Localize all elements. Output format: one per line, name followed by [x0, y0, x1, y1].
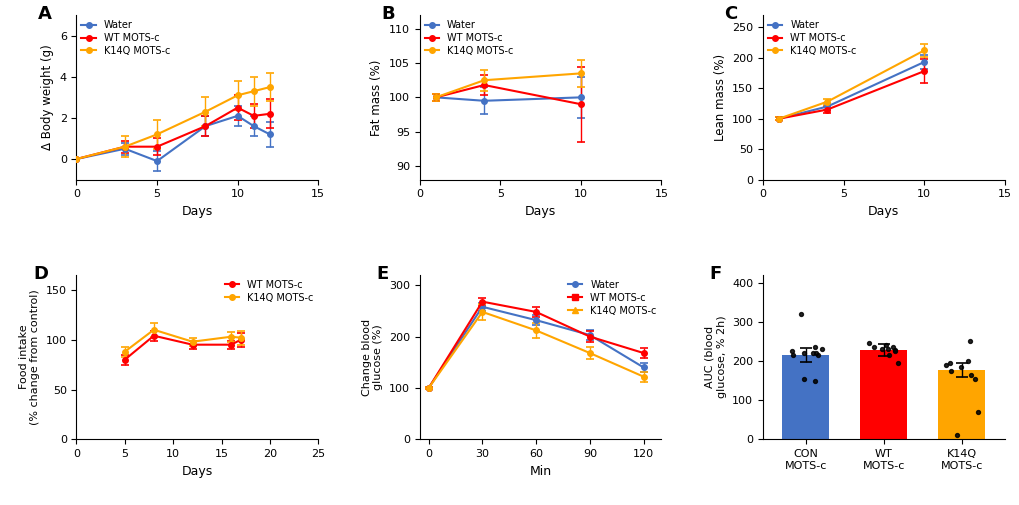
Bar: [860, 350, 906, 439]
Legend: Water, WT MOTS-c, K14Q MOTS-c: Water, WT MOTS-c, K14Q MOTS-c: [82, 20, 170, 56]
Y-axis label: Food intake
(% change from control): Food intake (% change from control): [18, 289, 40, 425]
Point: [873, 345, 890, 353]
Point: [783, 347, 799, 356]
Point: [969, 408, 985, 416]
Point: [793, 310, 809, 318]
Text: B: B: [381, 5, 394, 23]
X-axis label: Days: Days: [181, 205, 213, 218]
Legend: Water, WT MOTS-c, K14Q MOTS-c: Water, WT MOTS-c, K14Q MOTS-c: [568, 280, 656, 316]
X-axis label: Days: Days: [867, 205, 899, 218]
Point: [883, 343, 900, 351]
Legend: Water, WT MOTS-c, K14Q MOTS-c: Water, WT MOTS-c, K14Q MOTS-c: [424, 20, 513, 56]
Bar: [937, 370, 984, 439]
Y-axis label: Δ Body weight (g): Δ Body weight (g): [41, 44, 54, 150]
Text: F: F: [709, 265, 721, 283]
Legend: Water, WT MOTS-c, K14Q MOTS-c: Water, WT MOTS-c, K14Q MOTS-c: [767, 20, 856, 56]
Point: [879, 351, 896, 359]
Y-axis label: Lean mass (%): Lean mass (%): [713, 54, 726, 141]
Y-axis label: AUC (blood
glucose, % 2h): AUC (blood glucose, % 2h): [704, 316, 726, 398]
Point: [806, 377, 822, 385]
Text: D: D: [33, 265, 48, 283]
Point: [795, 375, 811, 383]
Point: [865, 343, 881, 351]
Point: [890, 359, 906, 367]
X-axis label: Days: Days: [525, 205, 555, 218]
Point: [886, 347, 902, 356]
Text: E: E: [376, 265, 388, 283]
Y-axis label: Fat mass (%): Fat mass (%): [370, 59, 383, 135]
Point: [809, 351, 825, 359]
Point: [941, 359, 957, 367]
X-axis label: Min: Min: [529, 465, 551, 478]
Point: [937, 361, 954, 369]
Point: [804, 349, 820, 357]
Point: [961, 337, 977, 345]
Text: A: A: [38, 5, 52, 23]
Bar: [782, 355, 828, 439]
Point: [959, 357, 975, 365]
Point: [952, 363, 968, 371]
Point: [813, 345, 829, 353]
Point: [879, 345, 896, 353]
Point: [962, 371, 978, 379]
Point: [795, 349, 811, 357]
Text: C: C: [723, 5, 737, 23]
Point: [966, 375, 982, 383]
Point: [948, 431, 964, 439]
Point: [807, 349, 823, 357]
Y-axis label: Change blood
glucose (%): Change blood glucose (%): [362, 319, 383, 396]
Point: [943, 367, 959, 375]
Point: [860, 339, 876, 347]
Point: [806, 343, 822, 351]
Point: [785, 351, 801, 359]
Point: [887, 346, 903, 354]
Point: [876, 341, 893, 349]
Legend: WT MOTS-c, K14Q MOTS-c: WT MOTS-c, K14Q MOTS-c: [224, 280, 313, 302]
X-axis label: Days: Days: [181, 465, 213, 478]
